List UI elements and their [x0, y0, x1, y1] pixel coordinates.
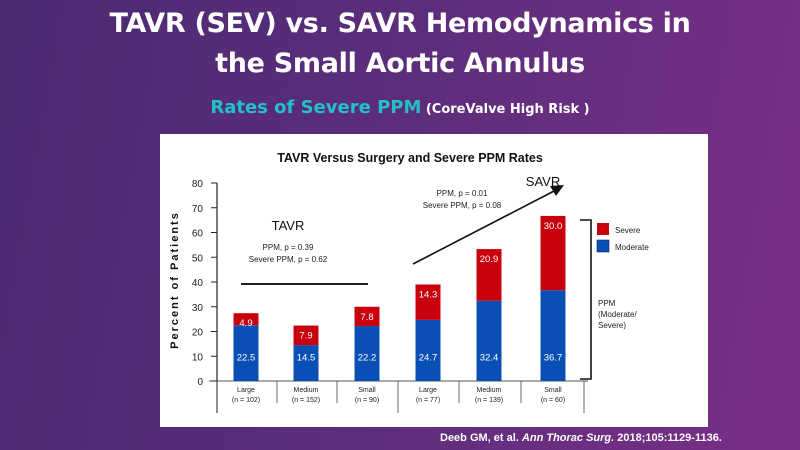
legend-label-severe: Severe	[615, 226, 641, 235]
data-label-moderate: 24.7	[419, 352, 438, 363]
bar-severe	[354, 306, 380, 327]
x-category-n: (n = 139)	[475, 397, 503, 404]
y-tick-label: 10	[192, 352, 204, 363]
y-tick-label: 20	[192, 328, 204, 339]
x-category-label: Large	[419, 387, 437, 394]
data-label-moderate: 32.4	[480, 352, 499, 363]
bracket-label-line2: (Moderate/	[598, 310, 637, 319]
x-category-n: (n = 152)	[292, 397, 320, 404]
data-label-severe: 4.9	[239, 318, 252, 329]
savr-rising-trend-line	[412, 189, 557, 265]
y-tick-label: 50	[192, 253, 204, 264]
bar-moderate	[540, 290, 566, 381]
x-category-label: Large	[237, 387, 255, 394]
savr-severe-pvalue: Severe PPM, p = 0.08	[423, 201, 502, 210]
slide-title: TAVR (SEV) vs. SAVR Hemodynamics in the …	[0, 4, 800, 84]
slide-title-line1: TAVR (SEV) vs. SAVR Hemodynamics in	[109, 8, 691, 39]
bar-moderate	[476, 300, 502, 381]
stacked-bar-chart: TAVR Versus Surgery and Severe PPM Rates…	[169, 151, 649, 413]
data-label-moderate: 36.7	[544, 352, 563, 363]
citation-ref: 2018;105:1129-1136.	[617, 432, 722, 444]
citation-journal: Ann Thorac Surg.	[521, 432, 615, 444]
ppm-bracket	[580, 219, 592, 380]
slide-title-line2: the Small Aortic Annulus	[215, 48, 585, 79]
bracket-label-line1: PPM	[598, 299, 616, 308]
bar-moderate	[415, 319, 441, 381]
bar-severe	[540, 215, 566, 291]
subtitle-main: Rates of Severe PPM	[210, 97, 422, 118]
x-category-label: Medium	[294, 387, 319, 394]
savr-label: SAVR	[526, 174, 560, 189]
data-label-severe: 20.9	[480, 254, 499, 265]
data-label-severe: 14.3	[419, 289, 438, 300]
savr-arrowhead-icon	[550, 185, 564, 196]
tavr-severe-pvalue: Severe PPM, p = 0.62	[249, 255, 328, 264]
legend: Severe Moderate	[596, 223, 649, 253]
data-label-severe: 7.9	[299, 331, 312, 342]
bar-severe	[233, 313, 259, 326]
x-category-n: (n = 60)	[541, 397, 565, 404]
bar-severe	[415, 284, 441, 320]
x-category-n: (n = 102)	[232, 397, 260, 404]
data-label-moderate: 14.5	[297, 352, 316, 363]
bar-severe	[293, 325, 319, 346]
bracket-label-line3: Severe)	[598, 321, 626, 330]
x-category-label: Medium	[477, 387, 502, 394]
y-tick-label: 60	[192, 229, 204, 240]
slide-subtitle: Rates of Severe PPM (CoreValve High Risk…	[0, 97, 800, 118]
citation-authors: Deeb GM, et al.	[440, 432, 519, 444]
legend-label-moderate: Moderate	[615, 243, 649, 252]
chart-title: TAVR Versus Surgery and Severe PPM Rates	[277, 151, 543, 165]
bar-moderate	[293, 345, 319, 381]
subtitle-paren: (CoreValve High Risk )	[425, 102, 590, 117]
chart-panel: TAVR Versus Surgery and Severe PPM Rates…	[160, 134, 708, 427]
data-label-severe: 30.0	[544, 221, 563, 232]
tavr-ppm-pvalue: PPM, p = 0.39	[263, 243, 314, 252]
y-tick-label: 40	[192, 278, 204, 289]
x-category-label: Small	[358, 387, 376, 394]
legend-swatch-moderate	[596, 239, 610, 253]
y-tick-label: 80	[192, 179, 204, 190]
y-tick-label: 0	[197, 377, 203, 388]
y-axis-label: Percent of Patients	[169, 211, 181, 349]
bar-moderate	[233, 325, 259, 381]
bar-severe	[476, 249, 502, 301]
savr-ppm-pvalue: PPM, p = 0.01	[437, 189, 488, 198]
x-category-label: Small	[544, 387, 562, 394]
x-category-n: (n = 77)	[416, 397, 440, 404]
tavr-label: TAVR	[272, 218, 305, 233]
legend-swatch-severe	[597, 223, 609, 235]
data-label-severe: 7.8	[360, 312, 373, 323]
citation: Deeb GM, et al. Ann Thorac Surg. 2018;10…	[440, 432, 722, 444]
data-label-moderate: 22.5	[237, 352, 256, 363]
y-tick-label: 70	[192, 204, 204, 215]
data-label-moderate: 22.2	[358, 352, 377, 363]
y-tick-label: 30	[192, 303, 204, 314]
x-category-n: (n = 90)	[355, 397, 379, 404]
bracket-label: PPM (Moderate/ Severe)	[598, 299, 639, 330]
bar-moderate	[354, 326, 380, 381]
